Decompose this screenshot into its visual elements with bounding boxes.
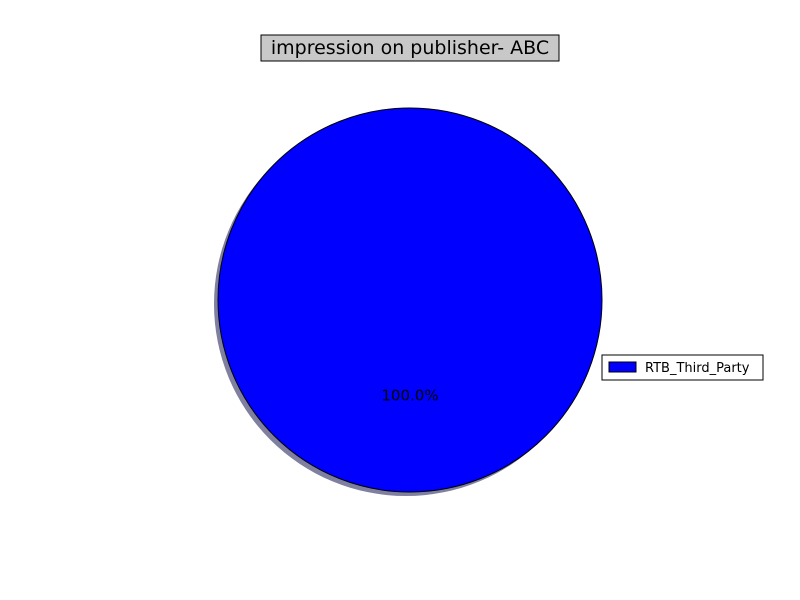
- chart-title-box: [260, 34, 560, 62]
- pie-slice-0: [217, 107, 603, 493]
- pie-percent-label-0: 100.0%: [381, 387, 438, 405]
- legend-swatch-0: [608, 361, 637, 373]
- legend-label-0: RTB_Third_Party: [645, 361, 750, 376]
- chart-title-text: impression on publisher- ABC: [271, 37, 549, 59]
- chart-title: impression on publisher- ABC: [260, 34, 560, 62]
- pie-group: 100.0%: [214, 107, 603, 496]
- legend: RTB_Third_Party: [601, 354, 764, 381]
